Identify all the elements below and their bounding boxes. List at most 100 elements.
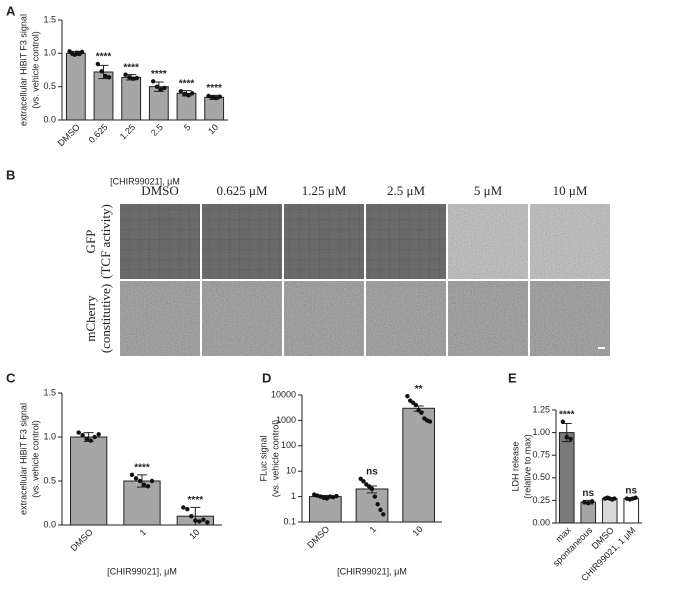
data-point bbox=[381, 512, 386, 517]
micrograph-texture bbox=[284, 281, 364, 356]
y-tick-label: 1.5 bbox=[43, 387, 56, 397]
column-header: DMSO bbox=[141, 183, 179, 198]
bar bbox=[176, 92, 197, 121]
x-tick-label: 2.5 bbox=[149, 122, 165, 138]
bar bbox=[601, 498, 618, 524]
data-point bbox=[123, 72, 128, 77]
data-point bbox=[130, 76, 136, 81]
y-tick-label: 0.75 bbox=[532, 450, 550, 460]
row-label: mCherry bbox=[83, 295, 98, 342]
significance: **** bbox=[151, 69, 167, 80]
y-axis-label: (vs. vehicle control) bbox=[30, 31, 40, 109]
panel-label: B bbox=[6, 167, 15, 182]
column-header: 0.625 μM bbox=[216, 183, 267, 198]
data-point bbox=[92, 434, 97, 440]
column-header: 10 μM bbox=[553, 183, 588, 198]
data-point bbox=[197, 519, 202, 524]
bar bbox=[558, 432, 575, 524]
bar bbox=[402, 407, 436, 523]
data-point bbox=[201, 517, 206, 522]
bar bbox=[204, 96, 225, 121]
significance: ns bbox=[582, 488, 594, 499]
x-tick-label: 1 bbox=[367, 524, 378, 535]
row-label: (constitutive) bbox=[98, 284, 113, 353]
data-point bbox=[95, 61, 101, 67]
micrograph-texture bbox=[120, 281, 200, 356]
y-tick-label: 1.25 bbox=[532, 404, 550, 414]
y-axis-label: extracellular HiBiT F3 signal bbox=[18, 14, 28, 126]
x-axis-label: [CHIR99021], μM bbox=[107, 566, 177, 576]
data-point bbox=[193, 518, 198, 523]
significance: **** bbox=[179, 78, 195, 89]
y-tick-label: 1.0 bbox=[43, 431, 56, 441]
panel-label: E bbox=[508, 370, 517, 385]
data-point bbox=[589, 499, 595, 504]
data-point bbox=[405, 393, 410, 399]
y-tick-label: 100 bbox=[281, 440, 296, 450]
data-point bbox=[79, 49, 85, 55]
data-point bbox=[127, 75, 132, 80]
data-point bbox=[96, 432, 101, 437]
data-point bbox=[633, 495, 638, 500]
data-point bbox=[145, 484, 151, 489]
x-tick-label: 10 bbox=[411, 524, 425, 538]
data-point bbox=[369, 486, 375, 492]
y-tick-label: 1.5 bbox=[43, 14, 56, 24]
bar bbox=[121, 76, 142, 121]
y-axis-label: extracellular HiBiT F3 signal bbox=[18, 403, 28, 515]
data-point bbox=[162, 85, 167, 91]
x-axis-label: [CHIR99021], μM bbox=[110, 176, 180, 186]
data-point bbox=[372, 494, 378, 499]
data-point bbox=[76, 430, 81, 435]
data-point bbox=[185, 506, 190, 512]
significance: **** bbox=[123, 62, 139, 73]
x-tick-label: spontaneous bbox=[551, 525, 595, 569]
data-point bbox=[206, 93, 211, 99]
data-point bbox=[80, 433, 85, 438]
micrograph-texture bbox=[202, 281, 282, 356]
data-point bbox=[103, 73, 108, 79]
x-tick-label: 1.25 bbox=[118, 122, 137, 141]
data-point bbox=[586, 500, 591, 506]
y-tick-label: 1 bbox=[291, 491, 296, 501]
y-tick-label: 0.50 bbox=[532, 472, 550, 482]
x-tick-label: DMSO bbox=[305, 524, 331, 550]
data-point bbox=[568, 436, 573, 442]
data-point bbox=[582, 500, 587, 505]
data-point bbox=[178, 89, 184, 94]
data-point bbox=[154, 84, 160, 89]
column-header: 5 μM bbox=[474, 183, 503, 198]
panel-label: A bbox=[6, 3, 16, 18]
data-point bbox=[129, 472, 135, 478]
x-tick-label: 1 bbox=[137, 527, 148, 538]
data-point bbox=[149, 478, 155, 484]
data-point bbox=[427, 419, 433, 424]
data-point bbox=[560, 419, 566, 424]
y-tick-label: 0.5 bbox=[43, 475, 56, 485]
y-tick-label: 10 bbox=[286, 466, 296, 476]
micrograph-grid bbox=[120, 204, 200, 279]
data-point bbox=[133, 476, 139, 481]
y-tick-label: 0.0 bbox=[43, 519, 56, 529]
x-tick-label: 10 bbox=[187, 527, 201, 541]
significance: **** bbox=[559, 409, 575, 420]
x-axis-label: [CHIR99021], μM bbox=[337, 566, 407, 576]
scale-bar bbox=[598, 347, 605, 349]
micrograph-texture bbox=[448, 204, 528, 279]
data-point bbox=[213, 95, 219, 101]
bar bbox=[580, 501, 597, 524]
significance: **** bbox=[96, 52, 112, 63]
bar bbox=[70, 436, 108, 526]
micrograph-grid bbox=[284, 204, 364, 279]
x-tick-label: DMSO bbox=[56, 122, 82, 148]
data-point bbox=[181, 505, 186, 510]
bar bbox=[308, 496, 342, 523]
y-axis-label: LDH release bbox=[510, 441, 520, 491]
data-point bbox=[88, 438, 93, 443]
y-axis-label: (vs. vehicle control) bbox=[30, 420, 40, 498]
data-point bbox=[150, 79, 156, 84]
data-point bbox=[378, 507, 383, 513]
significance: **** bbox=[188, 495, 204, 506]
y-tick-label: 0.25 bbox=[532, 495, 550, 505]
